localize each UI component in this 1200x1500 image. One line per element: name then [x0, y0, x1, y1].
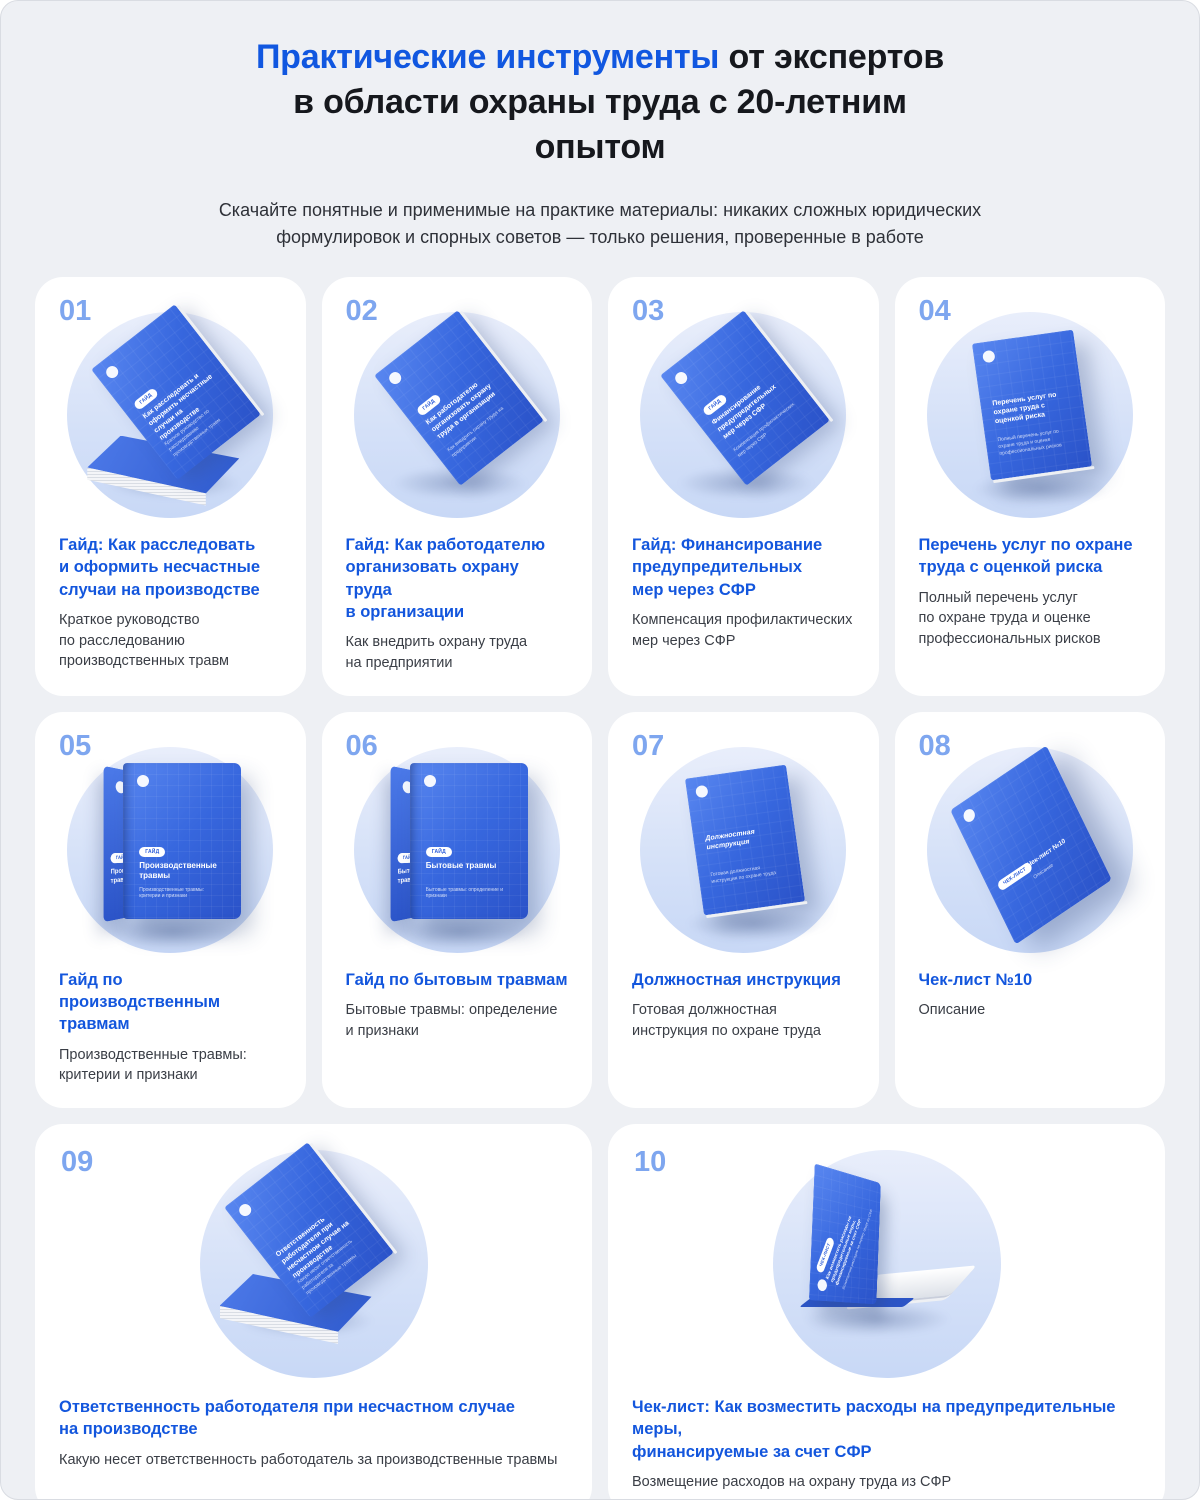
cover-subtitle: Производственные травмы: критерии и приз…: [139, 886, 205, 900]
card-description: Возмещение расходов на охрану труда из С…: [632, 1474, 952, 1491]
book-cover: ГАЙД Как работодателю организовать охран…: [373, 309, 544, 486]
logo-mark-icon: [961, 806, 977, 824]
logo-mark-icon: [695, 784, 709, 798]
card-number: 04: [918, 294, 951, 327]
cover-title: Производственные травмы: [139, 860, 217, 880]
card-title[interactable]: Перечень услуг по охране труда с оценкой…: [918, 535, 1133, 577]
cover-badge: ГАЙД: [425, 846, 452, 857]
card-number: 01: [59, 294, 92, 327]
card-illustration: ЧЕК-ЛИСТ Как возместить расходы на преду…: [772, 1150, 1001, 1378]
card-illustration: Перечень услуг по охране труда с оценкой…: [926, 311, 1133, 518]
page-title-rest: от экспертов в области охраны труда с 20…: [293, 38, 945, 166]
resource-card-06[interactable]: 06 ГАЙД Бытовые травмы ГАЙД Бытовые трав…: [321, 711, 592, 1108]
logo-mark-icon: [816, 1278, 827, 1292]
resources-grid: 01 ГАЙД Как расследовать и оформить несч…: [35, 276, 1165, 1499]
card-number: 02: [345, 294, 378, 327]
resource-card-01[interactable]: 01 ГАЙД Как расследовать и оформить несч…: [35, 276, 306, 696]
logo-mark-icon: [423, 774, 436, 787]
cover-title: Должностная инструкция: [705, 828, 756, 851]
cover-title: Финансирование предупредительных мер чер…: [711, 383, 778, 441]
cover-subtitle: Полный перечень услуг по охране труда и …: [996, 428, 1062, 457]
card-number: 05: [59, 729, 92, 762]
card-title[interactable]: Чек-лист №10: [918, 970, 1033, 989]
page-title-accent: Практические инструменты: [255, 38, 720, 76]
cover-subtitle: Бытовые травмы: определение и признаки: [425, 886, 504, 900]
card-illustration: ГАЙД Как работодателю организовать охран…: [353, 309, 560, 518]
card-description: Как внедрить охрану труда на предприятии: [345, 634, 528, 671]
resource-card-02[interactable]: 02 ГАЙД Как работодателю организовать ох…: [321, 276, 592, 696]
book-cover: Должностная инструкция Готовая должностн…: [685, 764, 806, 915]
logo-mark-icon: [386, 369, 404, 387]
resource-card-03[interactable]: 03 ГАЙД Финансирование предупредительных…: [608, 276, 879, 696]
page-subtitle: Скачайте понятные и применимые на практи…: [218, 199, 982, 247]
card-illustration: Должностная инструкция Готовая должностн…: [640, 746, 847, 953]
resource-card-10[interactable]: 10 ЧЕК-ЛИСТ Как возместить расходы на пр…: [608, 1124, 1165, 1499]
book-cover: Перечень услуг по охране труда с оценкой…: [971, 329, 1092, 481]
card-description: Описание: [918, 1001, 986, 1018]
card-illustration: ГАЙД Финансирование предупредительных ме…: [640, 309, 847, 518]
page-title: Практические инструменты от экспертов в …: [200, 35, 1000, 170]
cover-title: Перечень услуг по охране труда с оценкой…: [991, 391, 1057, 426]
cover-subtitle: Готовая должностная инструкция по охране…: [710, 864, 777, 885]
card-illustration: ГАЙД Бытовые травмы ГАЙД Бытовые травмы …: [353, 746, 560, 953]
book-shadow: [103, 914, 244, 949]
card-title[interactable]: Гайд: Финансирование предупредительных м…: [632, 535, 823, 599]
card-description: Производственные травмы: критерии и приз…: [59, 1046, 247, 1084]
logo-mark-icon: [236, 1201, 254, 1219]
card-number: 03: [632, 294, 665, 327]
card-title[interactable]: Гайд по бытовым травмам: [345, 970, 568, 989]
card-description: Какую несет ответственность работодатель…: [59, 1451, 558, 1468]
resource-card-09[interactable]: 09 Ответственность работодателя при несч…: [35, 1124, 592, 1499]
card-title[interactable]: Ответственность работодателя при несчаст…: [59, 1398, 515, 1439]
card-title[interactable]: Чек-лист: Как возместить расходы на пред…: [632, 1398, 1116, 1461]
card-number: 06: [345, 729, 378, 762]
logo-mark-icon: [981, 349, 996, 363]
card-title[interactable]: Гайд: Как работодателю организовать охра…: [345, 535, 546, 621]
card-illustration: ЧЕК-ЛИСТ Чек-лист №10 Описание: [926, 744, 1133, 953]
book-cover: ГАЙД Производственные травмы Производств…: [123, 762, 242, 919]
card-number: 09: [61, 1146, 94, 1178]
card-description: Готовая должностная инструкция по охране…: [632, 1001, 821, 1039]
resource-card-08[interactable]: 08 ЧЕК-ЛИСТ Чек-лист №10 Описание Чек-ли…: [894, 711, 1165, 1108]
card-title[interactable]: Должностная инструкция: [632, 970, 841, 989]
card-description: Краткое руководство по расследованию про…: [59, 611, 229, 670]
resource-card-07[interactable]: 07 Должностная инструкция Готовая должно…: [608, 711, 879, 1108]
book-cover: ЧЕК-ЛИСТ Как возместить расходы на преду…: [808, 1163, 881, 1305]
cover-title: Бытовые травмы: [425, 860, 497, 870]
card-description: Полный перечень услуг по охране труда и …: [918, 589, 1101, 647]
card-illustration: ГАЙД Как расследовать и оформить несчаст…: [67, 303, 274, 518]
card-description: Бытовые травмы: определение и признаки: [345, 1001, 558, 1039]
book-cover: ГАЙД Финансирование предупредительных ме…: [660, 309, 831, 486]
resource-card-04[interactable]: 04 Перечень услуг по охране труда с оцен…: [894, 276, 1165, 696]
book-cover: ЧЕК-ЛИСТ Чек-лист №10 Описание: [949, 744, 1112, 945]
card-number: 08: [918, 729, 951, 762]
book-shadow: [802, 1302, 953, 1336]
card-title[interactable]: Гайд по производственным травмам: [59, 970, 221, 1034]
book-cover: ГАЙД Бытовые травмы Бытовые травмы: опре…: [409, 762, 528, 919]
card-illustration: Ответственность работодателя при несчаст…: [199, 1142, 428, 1378]
resource-card-05[interactable]: 05 ГАЙД Производственные травмы ГАЙД Про…: [35, 711, 306, 1108]
logo-mark-icon: [673, 369, 690, 387]
logo-mark-icon: [104, 363, 121, 381]
card-number: 07: [632, 729, 665, 762]
card-number: 10: [634, 1146, 667, 1178]
card-description: Компенсация профилактических мер через С…: [632, 611, 853, 649]
logo-mark-icon: [137, 774, 150, 787]
card-illustration: ГАЙД Производственные травмы ГАЙД Произв…: [67, 746, 274, 953]
book-shadow: [389, 914, 530, 949]
cover-badge: ГАЙД: [139, 846, 166, 857]
cover-text-block: ЧЕК-ЛИСТ Как возместить расходы на преду…: [809, 1169, 879, 1291]
card-title[interactable]: Гайд: Как расследовать и оформить несчас…: [59, 535, 261, 599]
